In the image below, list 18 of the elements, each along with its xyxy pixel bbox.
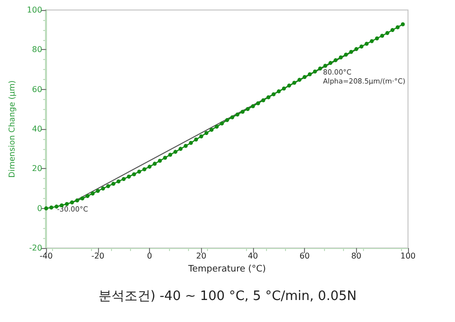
y-tick-label: 60 [32, 84, 42, 94]
x-tick-label: 0 [147, 252, 152, 260]
x-tick-label: 20 [196, 252, 206, 260]
x-tick-label: 40 [248, 252, 258, 260]
y-tick-label: 100 [26, 6, 42, 14]
x-tick-label: -40 [40, 252, 53, 260]
y-tick-label: 0 [37, 204, 42, 213]
y-tick-label: -20 [29, 244, 42, 252]
y-axis-title: Dimension Change (μm) [8, 80, 16, 178]
x-tick-label: 80 [351, 252, 362, 260]
y-tick-label: 80 [32, 45, 42, 54]
x-axis-title: Temperature (°C) [187, 264, 266, 274]
x-tick-label: -20 [91, 252, 104, 260]
y-tick-label: 20 [32, 164, 42, 174]
y-tick-label: 40 [32, 124, 42, 134]
text: 분석조건) -40 ~ 100 °C, 5 °C/min, 0.05N [98, 289, 357, 304]
x-tick-label: 60 [300, 252, 310, 260]
x-tick-label: 100 [400, 252, 416, 260]
